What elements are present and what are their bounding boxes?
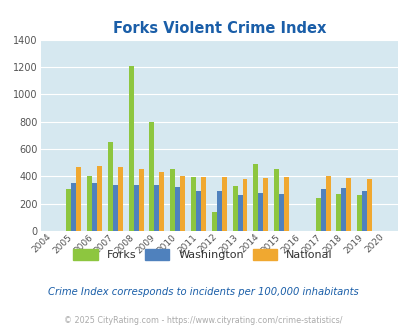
Bar: [237, 195, 242, 231]
Title: Forks Violent Crime Index: Forks Violent Crime Index: [112, 21, 325, 36]
Text: Crime Index corresponds to incidents per 100,000 inhabitants: Crime Index corresponds to incidents per…: [47, 287, 358, 297]
Bar: [159, 172, 164, 231]
Bar: [221, 177, 226, 231]
Bar: [117, 167, 123, 231]
Text: © 2025 CityRating.com - https://www.cityrating.com/crime-statistics/: © 2025 CityRating.com - https://www.city…: [64, 315, 341, 325]
Bar: [66, 189, 71, 231]
Bar: [170, 170, 175, 231]
Bar: [336, 194, 341, 231]
Bar: [361, 191, 366, 231]
Bar: [216, 191, 221, 231]
Bar: [278, 194, 284, 231]
Bar: [138, 169, 143, 231]
Bar: [242, 179, 247, 231]
Bar: [149, 122, 154, 231]
Bar: [97, 166, 102, 231]
Bar: [190, 177, 196, 231]
Bar: [211, 212, 216, 231]
Bar: [200, 177, 205, 231]
Bar: [108, 142, 113, 231]
Bar: [262, 178, 268, 231]
Bar: [113, 184, 117, 231]
Bar: [92, 183, 97, 231]
Bar: [356, 195, 361, 231]
Legend: Forks, Washington, National: Forks, Washington, National: [68, 245, 337, 265]
Bar: [345, 178, 350, 231]
Bar: [284, 177, 288, 231]
Bar: [87, 176, 92, 231]
Bar: [175, 187, 180, 231]
Bar: [180, 176, 185, 231]
Bar: [320, 189, 325, 231]
Bar: [366, 179, 371, 231]
Bar: [258, 193, 262, 231]
Bar: [253, 164, 258, 231]
Bar: [196, 191, 200, 231]
Bar: [273, 170, 278, 231]
Bar: [325, 176, 330, 231]
Bar: [232, 186, 237, 231]
Bar: [133, 184, 138, 231]
Bar: [154, 184, 159, 231]
Bar: [128, 66, 133, 231]
Bar: [76, 167, 81, 231]
Bar: [315, 198, 320, 231]
Bar: [341, 188, 345, 231]
Bar: [71, 183, 76, 231]
